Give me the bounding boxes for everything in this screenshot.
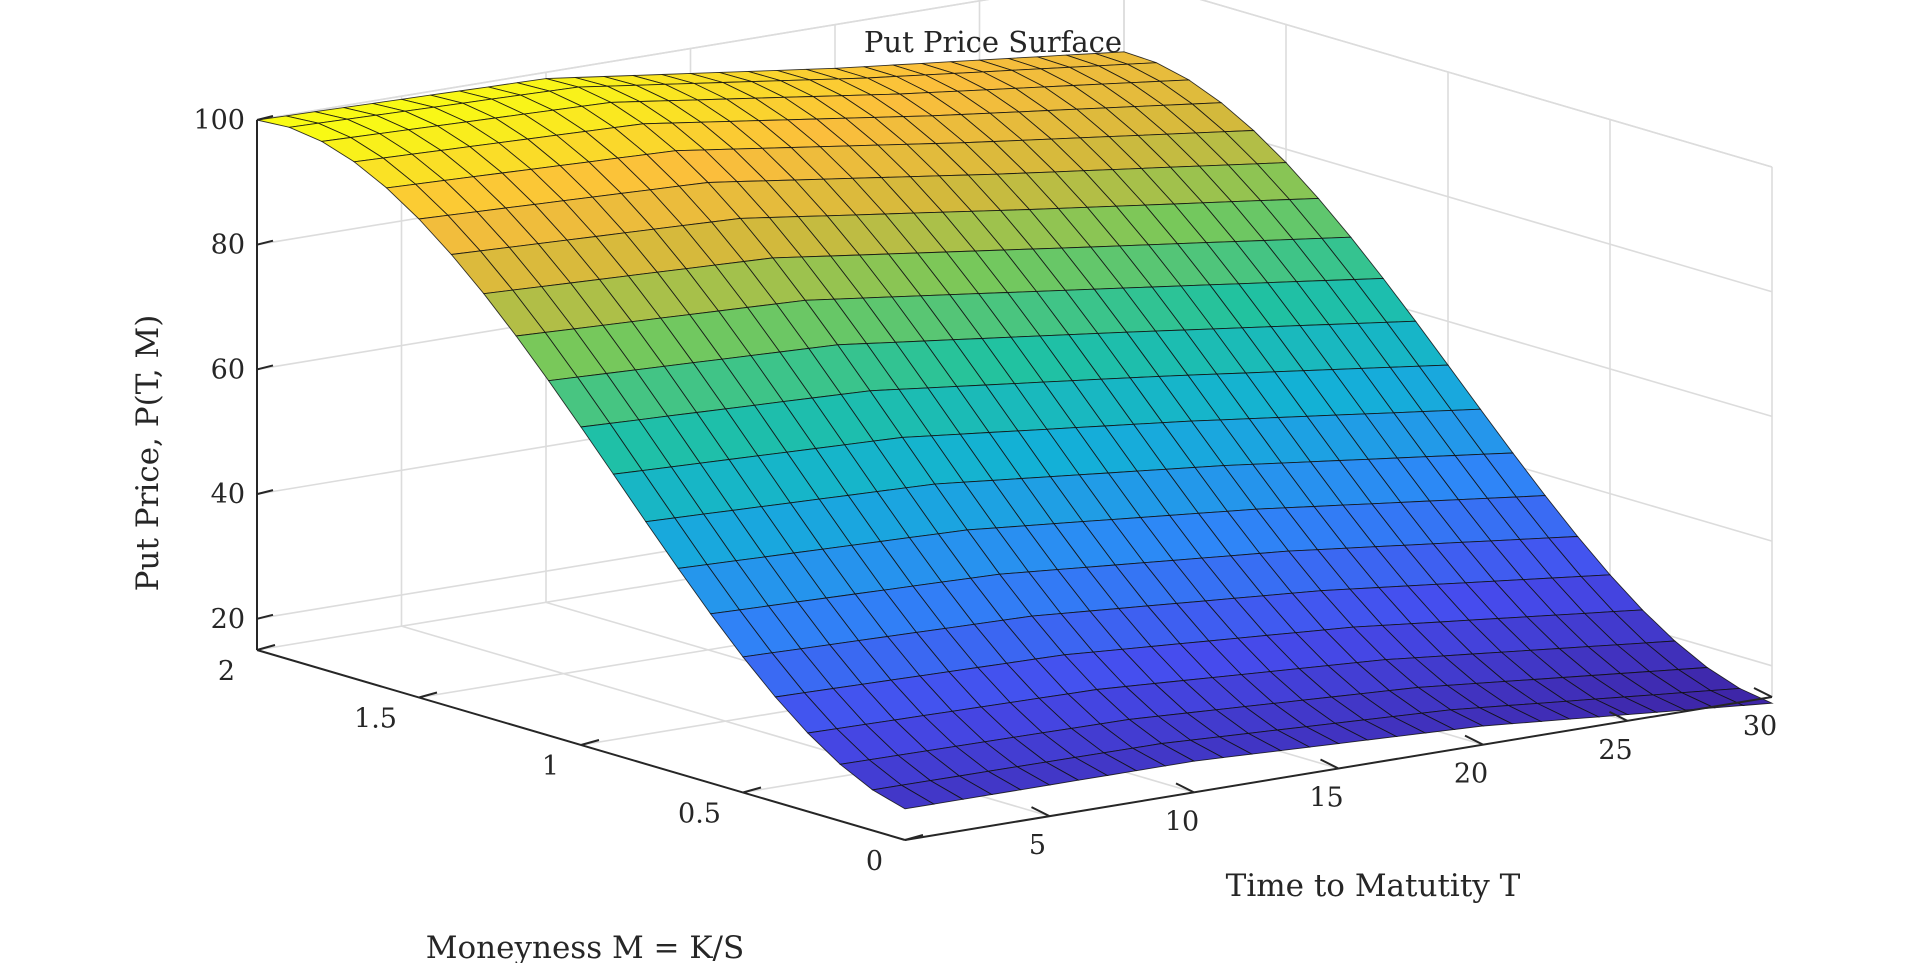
y-tick-label: 0 <box>866 846 883 877</box>
y-tick <box>418 691 438 699</box>
x-tick-label: 10 <box>1165 806 1199 837</box>
y-tick-label: 2 <box>218 656 235 687</box>
z-axis-label: Put Price, P(T, M) <box>130 315 166 592</box>
z-tick <box>256 489 274 496</box>
grid-line <box>1199 0 1773 168</box>
y-tick <box>256 644 276 651</box>
surface-mesh <box>256 51 1774 810</box>
z-tick-label: 100 <box>193 105 245 136</box>
x-tick <box>1609 710 1628 722</box>
chart-title: Put Price Surface <box>864 25 1122 59</box>
z-tick <box>256 613 274 620</box>
axes-frame <box>256 115 1773 841</box>
x-tick-label: 25 <box>1598 735 1632 766</box>
y-tick-label: 1 <box>542 751 559 782</box>
y-tick <box>580 739 600 746</box>
x-axis-label: Time to Matutity T <box>1226 868 1521 904</box>
y-tick <box>904 834 924 841</box>
x-tick <box>1320 758 1339 770</box>
z-tick-label: 80 <box>211 230 245 261</box>
surface-facet <box>871 784 936 810</box>
z-tick-label: 20 <box>211 604 245 635</box>
y-axis-label: Moneyness M = K/S <box>426 930 744 963</box>
x-tick-label: 30 <box>1743 711 1777 742</box>
x-tick <box>1753 687 1773 698</box>
z-tick <box>256 115 274 121</box>
grid-line <box>256 0 990 121</box>
z-tick <box>256 239 274 246</box>
z-tick-label: 60 <box>211 354 245 385</box>
x-tick-label: 5 <box>1029 830 1046 861</box>
x-tick <box>1175 782 1195 794</box>
x-tick <box>1031 806 1050 818</box>
x-tick <box>1464 734 1484 746</box>
z-tick-label: 40 <box>211 479 245 510</box>
y-tick <box>742 786 762 794</box>
tick-labels: 5 10 15 20 25 30 0 0.5 1 1.5 2 20 40 60 80 100 <box>193 105 1777 877</box>
x-tick-label: 20 <box>1454 759 1488 790</box>
x-tick-label: 15 <box>1309 783 1343 814</box>
y-tick-label: 1.5 <box>354 704 397 735</box>
y-tick-label: 0.5 <box>678 799 721 830</box>
z-tick <box>256 364 274 371</box>
